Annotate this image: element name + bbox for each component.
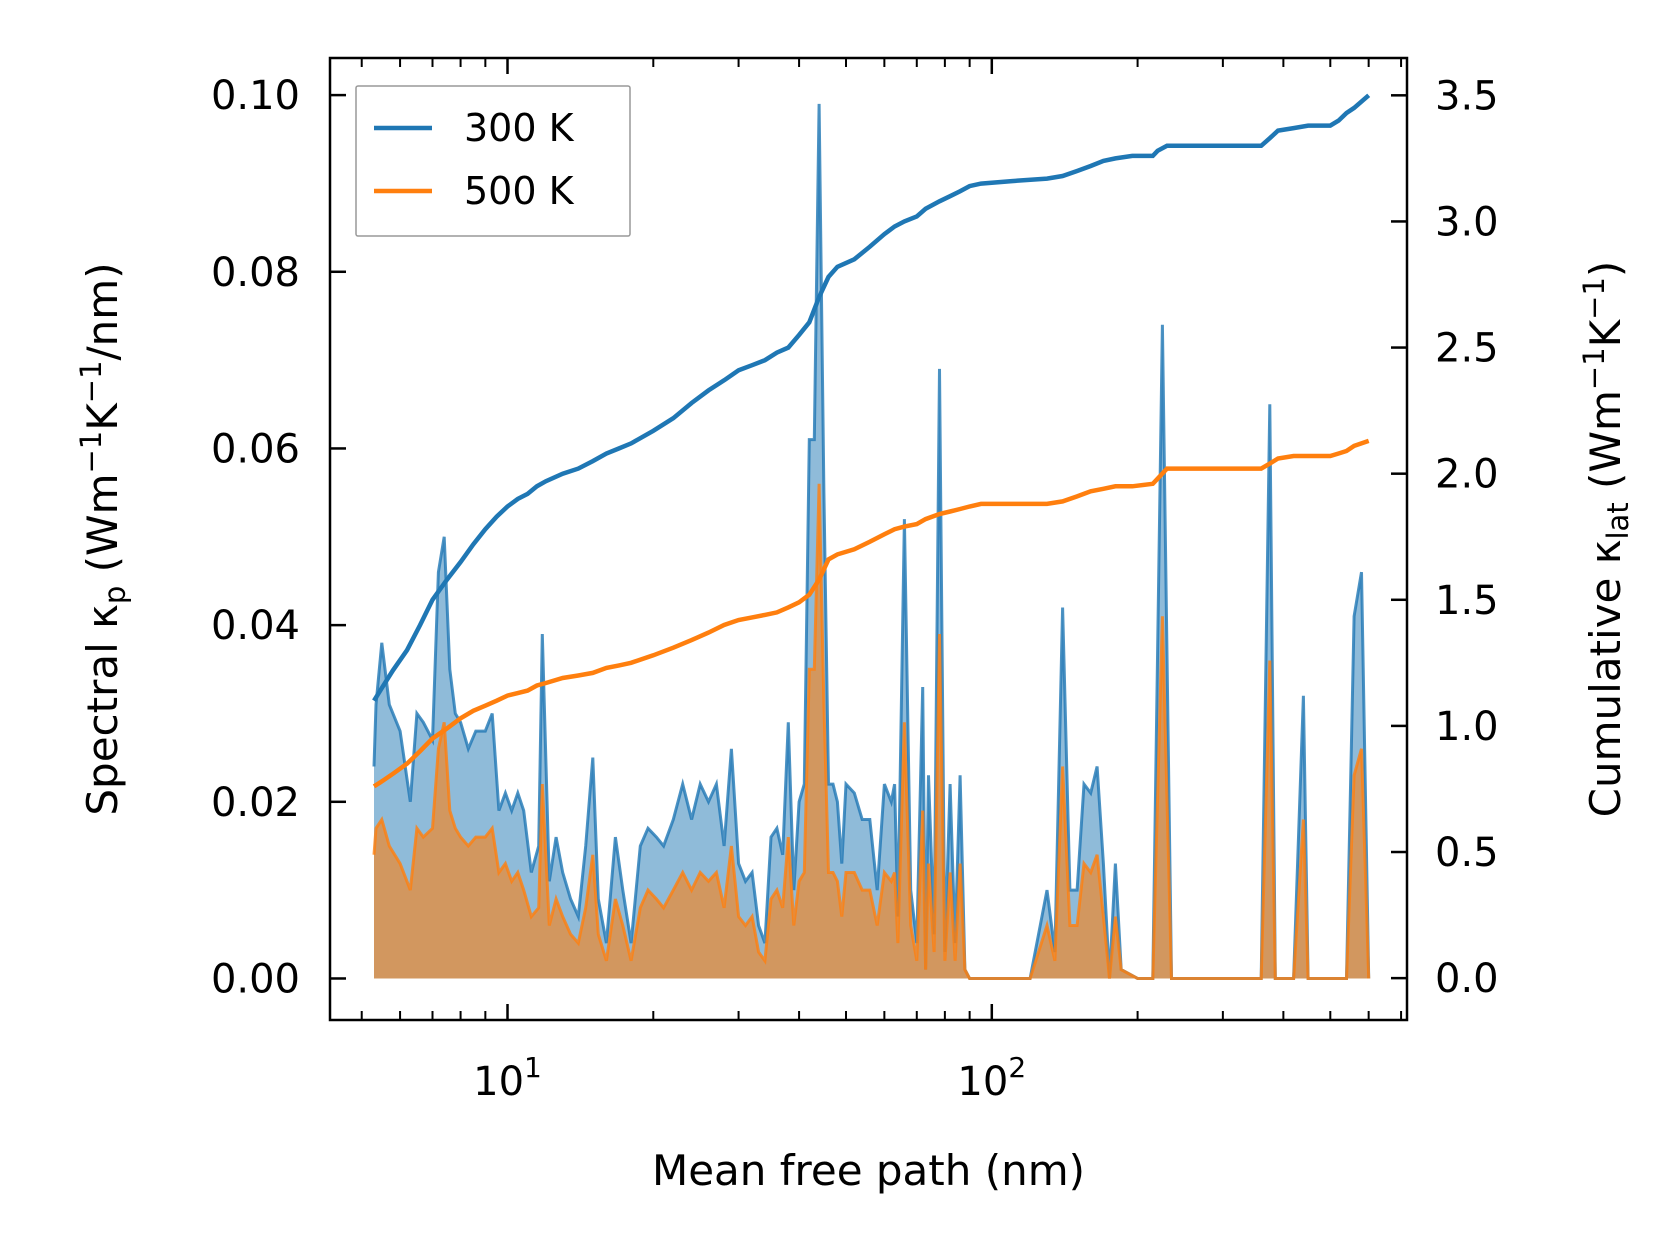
x-tick-base: 10 (957, 1059, 1008, 1105)
y-left-tick-label-1: 0.02 (211, 780, 300, 826)
cumulative-line-1 (372, 438, 1370, 789)
y-left-tick-label-3: 0.06 (211, 426, 300, 472)
y-left-title-unit-c: /nm) (78, 262, 127, 360)
y-right-title-unit-a: (Wm (1581, 390, 1630, 502)
y-right-title-prefix: Cumulative κ (1581, 540, 1630, 818)
y-left-title-sup1: −1 (74, 431, 108, 474)
y-right-title-sub: lat (1601, 502, 1635, 539)
cumulative-line-layer (372, 93, 1371, 789)
tick-labels-layer: 101 1020.000.020.040.060.080.100.00.51.01… (211, 73, 1499, 1105)
y-right-title-unit-b: K (1581, 318, 1630, 347)
plot-frame (328, 56, 1409, 1022)
legend-box (355, 85, 631, 237)
x-tick-label-0: 101 (473, 1051, 542, 1105)
y-left-tick-label-0: 0.00 (211, 956, 300, 1002)
y-left-title-sup2: −1 (74, 360, 108, 403)
legend-label-1: 500 K (464, 169, 575, 213)
y-left-tick-label-5: 0.10 (211, 73, 300, 119)
y-left-axis-title: Spectral κp (Wm−1K−1/nm) (74, 262, 132, 815)
x-tick-base: 10 (473, 1059, 524, 1105)
x-tick-exponent: 1 (524, 1051, 542, 1084)
x-tick-label-1: 102 (957, 1051, 1026, 1105)
y-right-tick-label-4: 2.0 (1435, 452, 1499, 498)
x-tick-exponent: 2 (1008, 1051, 1026, 1084)
y-left-tick-label-4: 0.08 (211, 250, 300, 296)
y-right-tick-label-1: 0.5 (1435, 830, 1499, 876)
spectral-area-1 (374, 483, 1369, 979)
y-right-tick-label-0: 0.0 (1435, 956, 1499, 1002)
y-right-axis-title: Cumulative κlat (Wm−1K−1) (1577, 261, 1635, 818)
y-right-tick-label-7: 3.5 (1435, 73, 1499, 119)
y-left-title-unit-a: (Wm (78, 474, 127, 586)
y-left-title-unit-b: K (78, 402, 127, 431)
y-right-tick-label-5: 2.5 (1435, 326, 1499, 372)
legend-label-0: 300 K (464, 106, 575, 150)
y-right-title-unit-c: ) (1581, 261, 1630, 277)
ticks-layer (330, 58, 1407, 1020)
y-left-tick-label-2: 0.04 (211, 603, 300, 649)
y-right-tick-label-6: 3.0 (1435, 199, 1499, 245)
cumulative-line-0 (372, 93, 1371, 702)
y-right-tick-label-2: 1.0 (1435, 704, 1499, 750)
y-right-tick-label-3: 1.5 (1435, 578, 1499, 624)
spectral-fill-layer (372, 103, 1371, 980)
spectral-outline-1 (372, 483, 1371, 980)
y-right-title-sup1: −1 (1577, 347, 1611, 390)
y-left-title-prefix: Spectral κ (78, 604, 127, 816)
x-axis-title: Mean free path (nm) (652, 1146, 1085, 1195)
legend: 300 K 500 K (355, 85, 631, 237)
y-right-title-sup2: −1 (1577, 277, 1611, 320)
y-left-title-sub: p (98, 586, 132, 604)
